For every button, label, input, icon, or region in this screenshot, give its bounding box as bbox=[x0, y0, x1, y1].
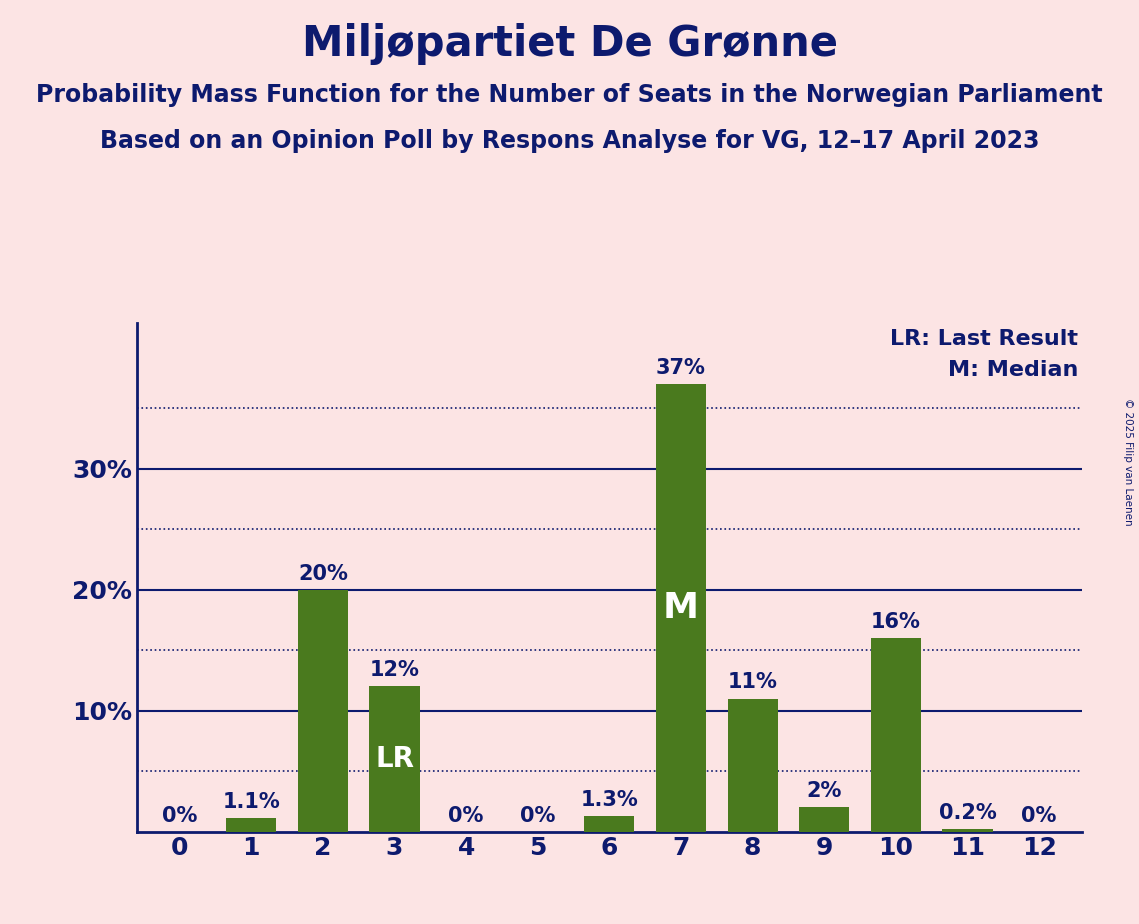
Bar bbox=[584, 816, 634, 832]
Text: © 2025 Filip van Laenen: © 2025 Filip van Laenen bbox=[1123, 398, 1133, 526]
Bar bbox=[656, 383, 706, 832]
Bar bbox=[800, 808, 850, 832]
Text: Based on an Opinion Poll by Respons Analyse for VG, 12–17 April 2023: Based on an Opinion Poll by Respons Anal… bbox=[100, 129, 1039, 153]
Bar bbox=[297, 590, 347, 832]
Text: 0%: 0% bbox=[162, 806, 197, 825]
Text: 1.1%: 1.1% bbox=[222, 792, 280, 812]
Text: M: M bbox=[663, 590, 699, 625]
Text: 12%: 12% bbox=[369, 661, 419, 680]
Text: Miljøpartiet De Grønne: Miljøpartiet De Grønne bbox=[302, 23, 837, 65]
Bar bbox=[227, 819, 277, 832]
Text: LR: LR bbox=[375, 745, 413, 773]
Text: 0%: 0% bbox=[449, 806, 484, 825]
Text: LR: Last Result: LR: Last Result bbox=[891, 330, 1079, 349]
Text: 20%: 20% bbox=[298, 564, 347, 584]
Text: 1.3%: 1.3% bbox=[581, 790, 638, 809]
Bar bbox=[871, 638, 921, 832]
Bar bbox=[728, 699, 778, 832]
Bar bbox=[942, 829, 992, 832]
Text: Probability Mass Function for the Number of Seats in the Norwegian Parliament: Probability Mass Function for the Number… bbox=[36, 83, 1103, 107]
Text: 0.2%: 0.2% bbox=[939, 803, 997, 823]
Bar bbox=[369, 687, 419, 832]
Text: 37%: 37% bbox=[656, 358, 706, 378]
Text: 0%: 0% bbox=[1022, 806, 1057, 825]
Text: 11%: 11% bbox=[728, 673, 778, 692]
Text: 0%: 0% bbox=[521, 806, 556, 825]
Text: 16%: 16% bbox=[871, 612, 920, 632]
Text: 2%: 2% bbox=[806, 782, 842, 801]
Text: M: Median: M: Median bbox=[948, 359, 1079, 380]
